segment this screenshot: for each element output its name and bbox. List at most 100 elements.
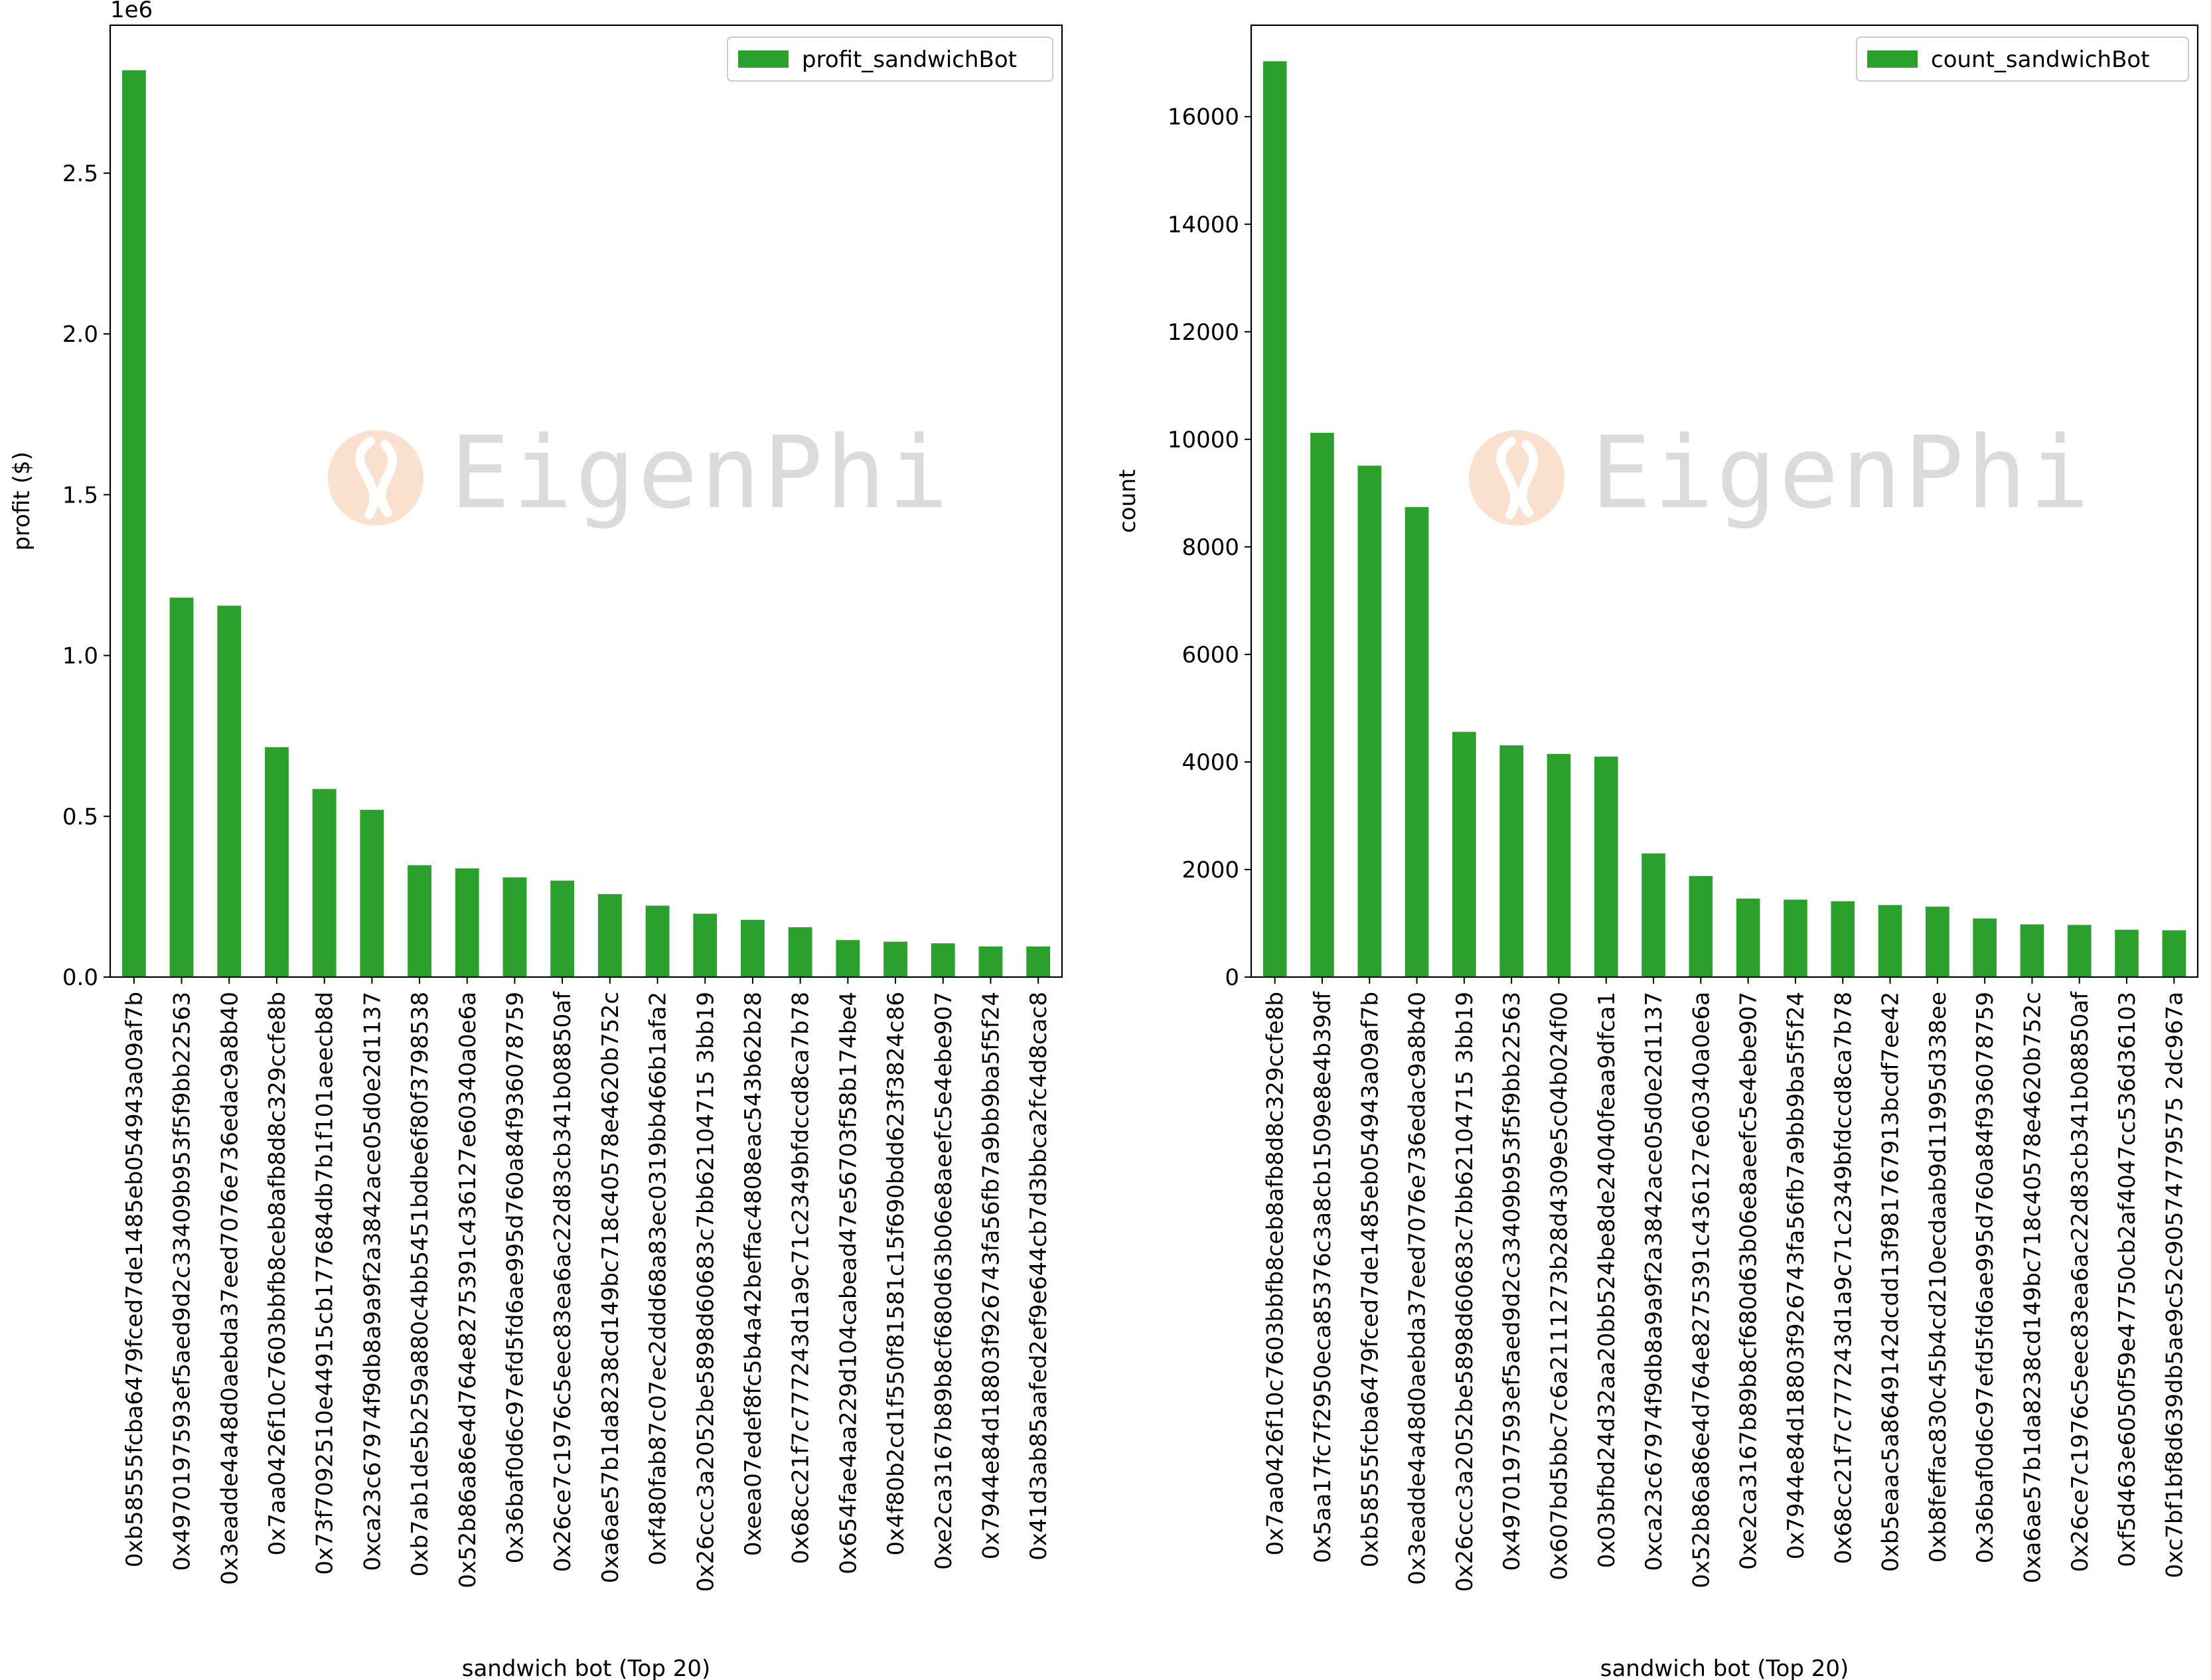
bar [1547,753,1571,977]
y-tick-label: 1.0 [62,643,98,670]
x-tick-label: 0xb58555fcba6479fced7de1485eb054943a09af… [121,992,148,1567]
x-tick-label: 0x3eadde4a48d0aebda37eed7076e736edac9a8b… [1405,992,1431,1585]
x-tick-label: 0xa6ae57b1da8238cd149bc718c40578e4620b75… [597,992,624,1583]
x-tick-label: 0x36baf0d6c97efd5fd6ae995d760a84f9360787… [1972,992,1999,1563]
count-chart: EigenPhi 0 2000 4000 6000 8000 10000 12000 14000… [1114,24,2199,1680]
y-tick-label: 1.5 [62,482,98,508]
legend-label: profit_sandwichBot [802,46,1017,73]
x-tick-label: 0x26ce7c1976c5eec83ea6ac22d83cb341b08850… [550,991,576,1572]
x-tick-label: 0x4970197593ef5aed9d2c33409b953f5f9bb225… [169,992,196,1571]
x-tick-label: 0x52b86a86e4d764e8275391c436127e60340a0e… [1688,992,1715,1588]
x-tick-label: 0xb8feffac830c45b4cd210ecdaab9d11995d338… [1925,992,1951,1563]
bar [1784,899,1807,977]
y-axis-label: profit ($) [9,451,35,550]
bar [883,941,907,977]
logo-circle [328,430,423,526]
bar [1831,901,1855,977]
x-tick-label: 0xb58555fcba6479fced7de1485eb054943a09af… [1357,992,1383,1567]
x-tick-label: 0x68cc21f7c777243d1a9c71c2349bfdccd8ca7b… [1830,992,1857,1564]
bar [1405,506,1429,977]
bar [1878,905,1902,977]
bar [978,946,1003,977]
bar [1499,745,1523,977]
bar [455,868,479,977]
x-tick-label: 0x68cc21f7c777243d1a9c71c2349bfdccd8ca7b… [788,992,814,1564]
x-tick-label: 0x52b86a86e4d764e8275391c436127e60340a0e… [455,992,481,1588]
bar [1026,946,1051,977]
x-tick-label: 0x607bd5bbc7c6a2111273b28d4309e5c04b024f… [1546,992,1572,1580]
bar [645,905,670,977]
x-axis-label: sandwich bot (Top 20) [1600,1655,1849,1680]
bar [741,919,765,977]
bar [408,865,431,977]
eigenphi-logo-icon [1469,430,1564,526]
axes-frame [1250,24,2199,978]
legend-swatch [1867,50,1918,68]
legend-label: count_sandwichBot [1931,46,2150,73]
watermark-text: EigenPhi [1591,416,2092,531]
x-tick-label: 0xb5eaac5a8649142dcdd13f981767913bcdf7ee… [1878,992,1904,1572]
x-tick-label: 0x7944e84d18803f926743fa56fb7a9bb9ba5f5f… [1783,992,1809,1559]
bar [836,940,860,977]
x-tick-label: 0x4f80b2cd1f550f81581c15f690bdd623f3824c… [883,992,909,1556]
bar [1973,918,1997,977]
bar [2162,930,2186,977]
bar [1262,61,1287,977]
bar [1736,898,1760,977]
bar [312,789,337,977]
y-tick-label: 4000 [1182,749,1239,776]
y-tick-label: 0.0 [62,964,98,991]
bar [1641,853,1665,977]
x-tick-label: 0x5aa17fc7f2950eca85376c3a8cb1509e8e4b39… [1310,991,1336,1563]
y-axis-label: count [1114,469,1141,533]
bar [169,597,194,977]
x-tick-label: 0x3eadde4a48d0aebda37eed7076e736edac9a8b… [216,992,243,1585]
legend-box [727,37,1053,82]
bar [2067,925,2092,977]
y-tick-label: 12000 [1168,319,1239,346]
x-tick-label: 0x7944e84d18803f926743fa56fb7a9bb9ba5f5f… [978,992,1004,1559]
x-tick-label: 0x73f7092510e44915cb177684db7b1f101aeecb… [312,992,339,1575]
y-tick-label: 2000 [1182,857,1239,883]
x-tick-label: 0x7aa0426f10c7603bbfb8ceb8afb8d8c329ccfe… [264,992,291,1556]
x-tick-label: 0xb7ab1de5b259a880c4bb5451bdbe6f80f37985… [407,992,433,1576]
eigenphi-logo-icon [328,430,423,526]
logo-flame-left [355,437,379,519]
bar [550,880,575,977]
y-offset-label: 1e6 [110,0,153,23]
y-tick-label: 6000 [1182,642,1239,668]
x-tick-label: 0xf5d463e6050f59e47750cb2af4047cc536d361… [2114,992,2141,1567]
x-tick-label: 0x26ccc3a2052be5898d60683c7bb62104715 3b… [692,992,719,1592]
x-tick-label: 0xe2ca3167b89b8cf680d63b06e8aeefc5e4ebe9… [1736,992,1762,1570]
bar [2020,924,2044,977]
x-tick-label: 0x26ccc3a2052be5898d60683c7bb62104715 3b… [1452,992,1478,1592]
logo-flame-left [1496,437,1520,519]
x-tick-label: 0x03bfbd24d32aa20bb524be8de24040feaa9dfc… [1594,992,1620,1568]
logo-flame-right [376,440,398,517]
bar [360,810,384,977]
x-tick-label: 0x4970197593ef5aed9d2c33409b953f5f9bb225… [1499,992,1525,1571]
watermark-text: EigenPhi [450,416,951,531]
y-tick-label: 2.5 [62,161,98,187]
legend: count_sandwichBot [1856,37,2189,82]
bar [931,943,955,977]
x-axis-label: sandwich bot (Top 20) [462,1655,710,1680]
y-tick-label: 16000 [1168,104,1239,131]
x-tick-label: 0x7aa0426f10c7603bbfb8ceb8afb8d8c329ccfe… [1262,992,1289,1556]
legend: profit_sandwichBot [727,37,1053,82]
x-tick-label: 0xf480fab87c07ec2ddd68a83ec0319bb466b1af… [645,992,672,1565]
y-tick-label: 0 [1225,964,1239,991]
y-tick-label: 2.0 [62,321,98,348]
x-tick-label: 0xe2ca3167b89b8cf680d63b06e8aeefc5e4ebe9… [931,992,957,1570]
bar [1594,756,1618,977]
x-tick-label: 0x41d3ab85aafed2ef9e644cb7d3bbca2fc4d8ca… [1026,992,1052,1561]
y-tick-label: 10000 [1168,427,1239,453]
x-tick-label: 0x654fae4aa229d104cabead47e56703f58b174b… [835,992,862,1574]
bar [1452,731,1476,977]
bar [788,927,812,977]
bar [265,747,289,977]
watermark: EigenPhi [328,416,951,531]
axes-frame [109,24,1063,978]
bar [1689,876,1713,977]
